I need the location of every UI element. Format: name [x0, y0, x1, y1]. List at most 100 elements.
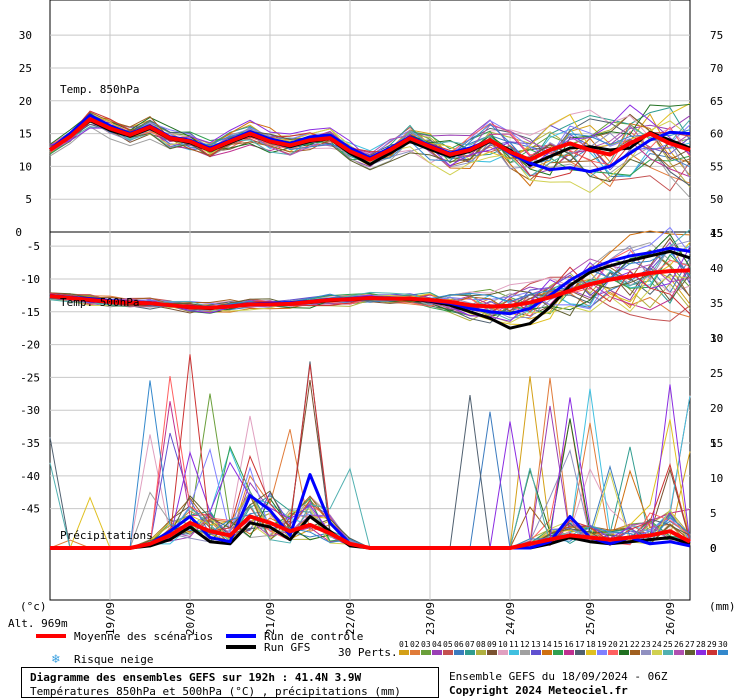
y-right-tick: 30 — [710, 332, 723, 345]
y-right-tick: 65 — [710, 95, 723, 108]
y-right-tick: 45 — [710, 227, 723, 240]
perturbation-swatch — [410, 650, 420, 655]
perturbation-swatch — [443, 650, 453, 655]
ensemble-member-line — [50, 380, 691, 549]
mean-line — [49, 268, 691, 310]
perturbation-swatch — [597, 650, 607, 655]
perturbation-number: 30 — [718, 640, 728, 649]
perturbation-number: 10 — [498, 640, 508, 649]
right-unit-label: (mm) — [709, 600, 736, 613]
perturbation-number: 15 — [553, 640, 563, 649]
perturbation-swatch — [586, 650, 596, 655]
perturbation-number: 07 — [465, 640, 475, 649]
y-left-tick: -10 — [20, 273, 40, 286]
y-right-tick: 10 — [710, 472, 723, 485]
mean-line — [50, 514, 691, 550]
date-tick-label: 21/09 — [264, 602, 277, 635]
panel-title-precip: Précipitations — [60, 529, 153, 542]
y-right-precip-tick: 0 — [710, 542, 717, 555]
legend-mean-label: Moyenne des scénarios — [74, 630, 213, 643]
perturbation-swatch — [630, 650, 640, 655]
grid-layer — [49, 0, 691, 601]
y-right-precip-tick: 10 — [710, 332, 723, 345]
gfs-line — [49, 249, 691, 330]
y-left-tick: -25 — [20, 371, 40, 384]
perturbation-swatch — [685, 650, 695, 655]
perturbation-swatch — [399, 650, 409, 655]
perturbation-number: 04 — [432, 640, 442, 649]
perturbation-swatch — [652, 650, 662, 655]
footer-right: Ensemble GEFS du 18/09/2024 - 06Z Copyri… — [449, 670, 668, 698]
y-left-tick: -5 — [27, 240, 40, 253]
perturbation-swatch — [619, 650, 629, 655]
perturbation-number: 11 — [509, 640, 519, 649]
perturbation-number: 24 — [652, 640, 662, 649]
perturbation-swatch — [531, 650, 541, 655]
y-right-precip-tick: 5 — [710, 437, 717, 450]
ensemble-member-line — [50, 380, 691, 549]
perturbation-number: 23 — [641, 640, 651, 649]
perturbation-number: 16 — [564, 640, 574, 649]
footer-title-box: Diagramme des ensembles GEFS sur 192h : … — [21, 667, 439, 698]
y-left-tick: 5 — [25, 193, 32, 206]
perturbation-swatch — [718, 650, 728, 655]
y-left-tick: -40 — [20, 470, 40, 483]
series-layer — [48, 103, 691, 550]
perturbation-swatch — [509, 650, 519, 655]
perturbation-swatch — [663, 650, 673, 655]
perturbation-swatch — [608, 650, 618, 655]
y-left-tick: -45 — [20, 503, 40, 516]
perturbation-number: 26 — [674, 640, 684, 649]
y-left-tick: -30 — [20, 404, 40, 417]
y-left-tick: 0 — [15, 226, 22, 239]
perturbation-number: 21 — [619, 640, 629, 649]
run-info: Ensemble GEFS du 18/09/2024 - 06Z — [449, 670, 668, 683]
date-tick-label: 26/09 — [664, 602, 677, 635]
perturbation-swatch — [432, 650, 442, 655]
date-tick-label: 25/09 — [584, 602, 597, 635]
legend-gfs-label: Run GFS — [264, 641, 310, 654]
y-right-tick: 40 — [710, 262, 723, 275]
altitude-label: Alt. 969m — [8, 617, 68, 630]
perturbation-number: 03 — [421, 640, 431, 649]
y-right-tick: 35 — [710, 297, 723, 310]
perturbation-swatch — [575, 650, 585, 655]
perturbation-number: 12 — [520, 640, 530, 649]
perturbation-swatch — [641, 650, 651, 655]
y-left-tick: 30 — [19, 29, 32, 42]
perturbation-number: 19 — [597, 640, 607, 649]
y-right-tick: 60 — [710, 128, 723, 141]
perturbation-swatch — [465, 650, 475, 655]
date-tick-label: 22/09 — [344, 602, 357, 635]
date-tick-label: 20/09 — [184, 602, 197, 635]
perturbation-swatch — [707, 650, 717, 655]
y-left-tick: 10 — [19, 160, 32, 173]
y-left-tick: -35 — [20, 437, 40, 450]
perturbation-number: 01 — [399, 640, 409, 649]
perts-label: 30 Perts. — [338, 646, 398, 659]
y-right-tick: 55 — [710, 160, 723, 173]
y-right-tick: 50 — [710, 193, 723, 206]
perturbation-swatch — [454, 650, 464, 655]
perturbation-number: 18 — [586, 640, 596, 649]
snowflake-icon: ❄ — [51, 652, 60, 667]
perturbation-number: 25 — [663, 640, 673, 649]
perturbation-number: 17 — [575, 640, 585, 649]
legend-snow-label: Risque neige — [74, 653, 153, 666]
y-left-tick: -20 — [20, 339, 40, 352]
y-right-tick: 20 — [710, 402, 723, 415]
y-right-tick: 70 — [710, 62, 723, 75]
ensemble-member-line — [49, 377, 691, 549]
perturbation-number: 20 — [608, 640, 618, 649]
y-right-tick: 5 — [710, 507, 717, 520]
perturbation-swatch — [696, 650, 706, 655]
date-tick-label: 19/09 — [104, 602, 117, 635]
legend-control-label: Run de contrôle — [264, 630, 363, 643]
perturbation-number: 27 — [685, 640, 695, 649]
perturbation-number: 14 — [542, 640, 552, 649]
date-tick-label: 23/09 — [424, 602, 437, 635]
perturbation-number: 09 — [487, 640, 497, 649]
perturbation-swatch — [520, 650, 530, 655]
perturbation-number: 22 — [630, 640, 640, 649]
